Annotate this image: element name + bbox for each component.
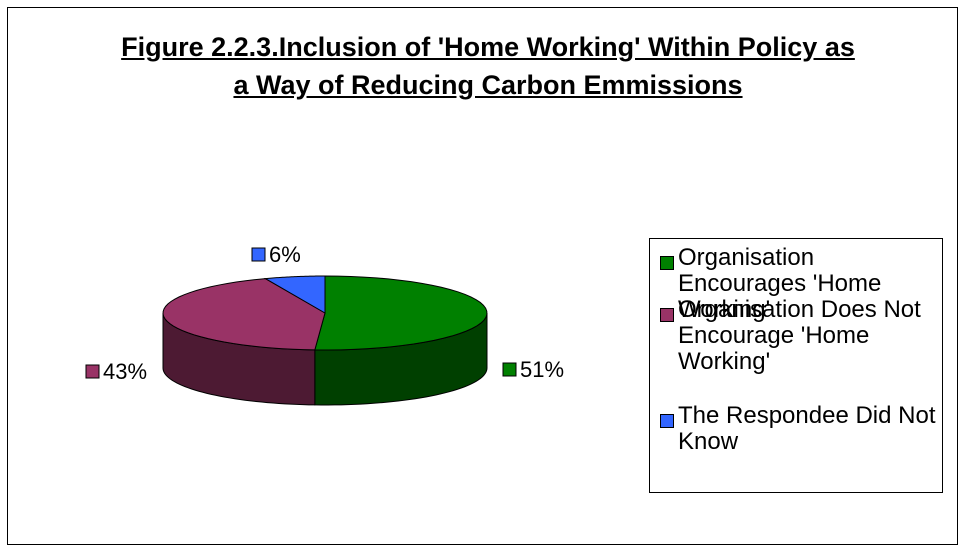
pie-slice [263,275,326,314]
label-swatch [85,364,100,379]
chart-title: Figure 2.2.3.Inclusion of 'Home Working'… [121,32,855,100]
legend-swatch [660,256,674,270]
pie-slice [162,278,326,351]
data-label: 43% [103,359,147,384]
data-label: 51% [520,357,564,382]
legend-label: The Respondee Did Not Know [678,402,936,455]
legend-label: Organisation Encourages 'Home Working' [678,244,882,323]
legend-label: Organisation Does Not Encourage 'Home Wo… [678,296,921,375]
label-swatch [502,362,517,377]
legend-swatch [660,414,674,428]
legend: Organisation Encourages 'Home Working' Or… [649,238,943,493]
pie-slice [314,275,488,351]
data-label: 6% [269,242,301,267]
legend-swatch [660,308,674,322]
label-swatch [251,247,266,262]
